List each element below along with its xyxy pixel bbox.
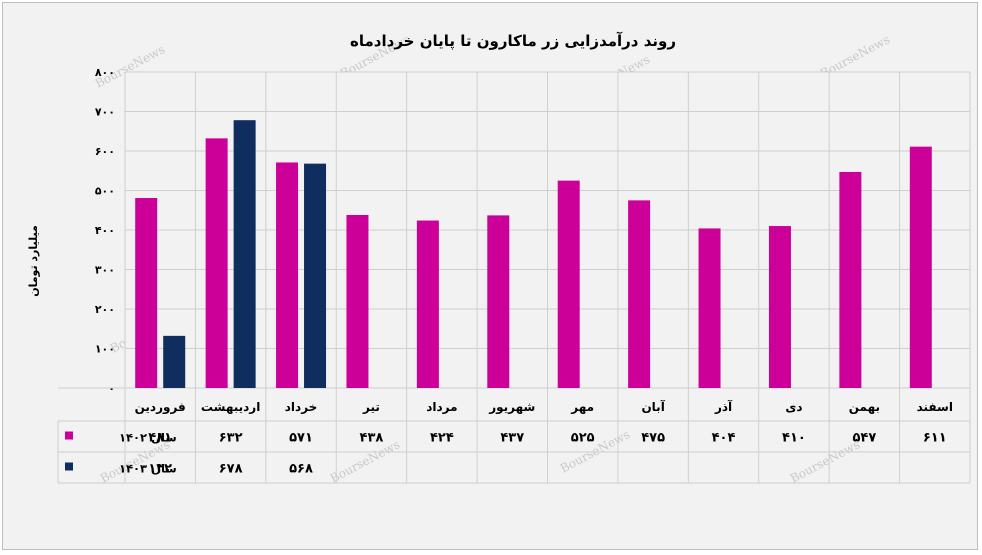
bar-series1 <box>768 226 791 388</box>
legend-label: سال ۱۴۰۲ <box>119 431 177 445</box>
y-tick-label: ۲۰۰ <box>95 303 115 316</box>
table-cell-value: ۴۳۸ <box>360 431 384 446</box>
table-cell-value: ۵۴۷ <box>852 431 876 446</box>
bar-series1 <box>909 146 932 388</box>
bar-series1 <box>628 200 651 388</box>
y-tick-label: ۸۰۰ <box>95 66 115 79</box>
x-tick-label: مرداد <box>426 400 457 414</box>
table-cell-value: ۶۳۲ <box>219 431 243 446</box>
bar-series1 <box>416 220 439 388</box>
y-tick-label: ۱۰۰ <box>95 343 115 356</box>
table-cell-value: ۶۷۸ <box>219 462 243 477</box>
legend-swatch <box>65 431 73 440</box>
y-tick-label: ۷۰۰ <box>95 106 115 119</box>
table-cell-value: ۴۱۰ <box>782 431 806 446</box>
table-cell-value: ۵۷۱ <box>289 431 313 446</box>
legend-label: سال ۱۴۰۳ <box>119 462 177 476</box>
table-cell-value: ۶۱۱ <box>923 431 947 446</box>
table-cell-value: ۵۶۸ <box>289 462 313 477</box>
bar-series1 <box>698 228 721 388</box>
table-cell-value: ۱۳۲ <box>148 462 172 477</box>
x-tick-label: آذر <box>714 399 733 414</box>
bar-series1 <box>205 138 228 388</box>
bar-series2 <box>233 120 256 388</box>
bar-series1 <box>346 214 369 388</box>
x-tick-label: اسفند <box>917 400 953 414</box>
y-axis-label: میلیارد تومان <box>27 225 40 297</box>
bar-series2 <box>163 335 186 388</box>
bar-series1 <box>839 171 862 388</box>
x-tick-label: آبان <box>641 399 665 414</box>
table-cell-value: ۴۲۴ <box>430 431 454 446</box>
x-tick-label: شهریور <box>488 400 535 415</box>
table-cell-value: ۴۳۷ <box>500 431 524 446</box>
y-tick-label: ۳۰۰ <box>95 264 115 277</box>
chart: BourseNews BourseNews BourseNewsBourseNews… <box>27 32 971 486</box>
x-tick-label: بهمن <box>849 400 880 414</box>
chart-title: روند درآمدزایی زر ماکارون تا پایان خرداد… <box>350 32 676 51</box>
bar-series1 <box>487 215 510 388</box>
y-tick-label: ۴۰۰ <box>95 224 115 237</box>
x-tick-label: مهر <box>570 400 594 414</box>
x-tick-label: دی <box>785 400 802 414</box>
x-tick-label: تیر <box>362 400 380 414</box>
y-tick-label: ۶۰۰ <box>95 145 115 158</box>
bar-series2 <box>304 163 327 388</box>
bar-series1 <box>557 180 580 388</box>
bar-series1 <box>276 162 299 388</box>
x-tick-label: اردیبهشت <box>201 400 260 414</box>
x-tick-label: فروردین <box>135 400 186 415</box>
table-cell-value: ۴۸۱ <box>148 431 172 446</box>
watermark-text: BourseNews <box>558 427 632 475</box>
table-cell-value: ۴۷۵ <box>641 431 665 446</box>
legend-swatch <box>65 462 73 471</box>
bar-series1 <box>135 198 158 388</box>
table-cell-value: ۴۰۴ <box>712 431 736 446</box>
x-tick-label: خرداد <box>285 400 318 414</box>
y-tick-label: ۵۰۰ <box>95 185 115 198</box>
table-cell-value: ۵۲۵ <box>571 431 595 446</box>
